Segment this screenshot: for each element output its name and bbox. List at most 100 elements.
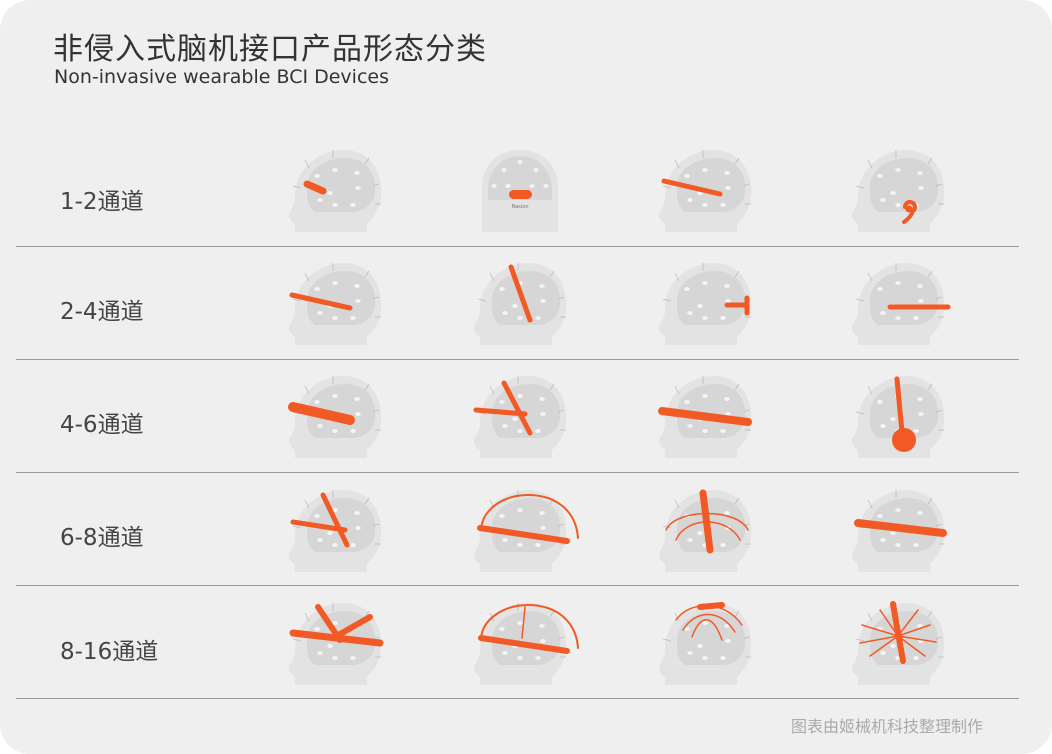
electrode-dot <box>687 424 693 428</box>
electrode-tick <box>674 499 680 509</box>
electrode-dot <box>880 198 886 202</box>
electrode-dot <box>724 171 730 175</box>
electrode-dot <box>502 538 508 542</box>
electrode-dot <box>355 412 361 416</box>
electrode-tick <box>292 298 302 302</box>
page-title: 非侵入式脑机接口产品形态分类 <box>53 32 487 67</box>
electrode-dot <box>720 203 726 207</box>
electrode-dot <box>687 198 693 202</box>
head-side-icon <box>288 150 382 232</box>
electrode-tick <box>935 183 943 187</box>
electrode-dot <box>724 624 730 628</box>
electrode-tick <box>549 383 555 391</box>
headset-arc <box>480 493 579 539</box>
electrode-dot <box>895 508 901 512</box>
electrode-tick <box>304 612 310 622</box>
electrode-dot <box>877 514 883 518</box>
electrode-tick <box>742 523 750 527</box>
electrode-dot <box>917 511 923 515</box>
electrode-tick <box>304 499 310 509</box>
electrode-tick <box>372 636 380 640</box>
electrode-dot <box>491 184 497 188</box>
electrode-band <box>290 519 348 533</box>
electrode-dot <box>702 621 708 625</box>
electrode-dot <box>890 531 896 535</box>
electrode-dot <box>314 400 320 404</box>
electrode-dot <box>880 538 886 542</box>
electrode-dot <box>355 186 361 190</box>
electrode-tick <box>477 298 487 302</box>
electrode-dot <box>332 656 338 660</box>
electrode-tick <box>734 383 740 391</box>
electrode-dot <box>332 203 338 207</box>
electrode-dot <box>350 429 356 433</box>
electrode-dot <box>354 397 360 401</box>
electrode-dot <box>890 191 896 195</box>
electrode-tick <box>927 383 933 391</box>
electrode-tick <box>742 409 750 413</box>
electrode-dot <box>917 397 923 401</box>
electrode-tick <box>935 296 943 300</box>
electrode-dot <box>684 174 690 178</box>
head-side-icon <box>658 263 752 345</box>
electrode-dot <box>918 412 924 416</box>
electrode-tick <box>927 610 933 618</box>
electrode-tick <box>557 409 565 413</box>
row-divider <box>16 246 1019 247</box>
electrode-tick <box>742 183 750 187</box>
electrode-dot <box>317 198 323 202</box>
electrode-tick <box>364 270 370 278</box>
electrode-dot <box>539 284 545 288</box>
electrode-dot <box>535 656 541 660</box>
spoke-wire <box>861 624 899 637</box>
electrode-tick <box>364 497 370 505</box>
row-label-1-2: 1-2通道 <box>60 189 144 215</box>
electrode-dot <box>499 627 505 631</box>
electrode-tick <box>742 636 750 640</box>
electrode-tick <box>935 523 943 527</box>
electrode-dot <box>314 287 320 291</box>
electrode-dot <box>702 429 708 433</box>
electrode-dot <box>533 168 539 172</box>
electrode-tick <box>867 385 873 395</box>
electrode-band <box>477 525 570 544</box>
electrode-dot <box>687 651 693 655</box>
electrode-dot <box>895 316 901 320</box>
electrode-dot <box>540 639 546 643</box>
electrode-dot <box>517 621 523 625</box>
electrode-dot <box>890 644 896 648</box>
electrode-dot <box>332 394 338 398</box>
nasion-label: Nasion <box>511 204 528 210</box>
electrode-dot <box>517 543 523 547</box>
electrode-dot <box>684 627 690 631</box>
electrode-dot <box>724 397 730 401</box>
electrode-band <box>332 614 373 640</box>
electrode-dot <box>535 543 541 547</box>
electrode-dot <box>505 184 511 188</box>
electrode-dot <box>917 171 923 175</box>
electrode-dot <box>529 184 535 188</box>
electrode-dot <box>687 538 693 542</box>
row-label-4-6: 4-6通道 <box>60 412 144 438</box>
electrode-dot <box>332 168 338 172</box>
electrode-dot <box>517 394 523 398</box>
electrode-band <box>890 601 906 664</box>
electrode-dot <box>725 412 731 416</box>
head-side-icon <box>473 603 567 685</box>
electrode-dot <box>332 281 338 285</box>
electrode-dot <box>512 304 518 308</box>
head-side-icon <box>851 150 945 232</box>
electrode-dot <box>350 316 356 320</box>
head-side-icon <box>288 490 382 572</box>
electrode-tick <box>557 523 565 527</box>
electrode-tick <box>935 409 943 413</box>
electrode-tick <box>674 159 680 169</box>
electrode-tick <box>867 499 873 509</box>
cross-wire <box>521 606 526 639</box>
electrode-dot <box>702 168 708 172</box>
electrode-dot <box>332 621 338 625</box>
electrode-band <box>854 519 947 537</box>
headset-arc <box>480 603 579 649</box>
electrode-tick <box>372 296 380 300</box>
